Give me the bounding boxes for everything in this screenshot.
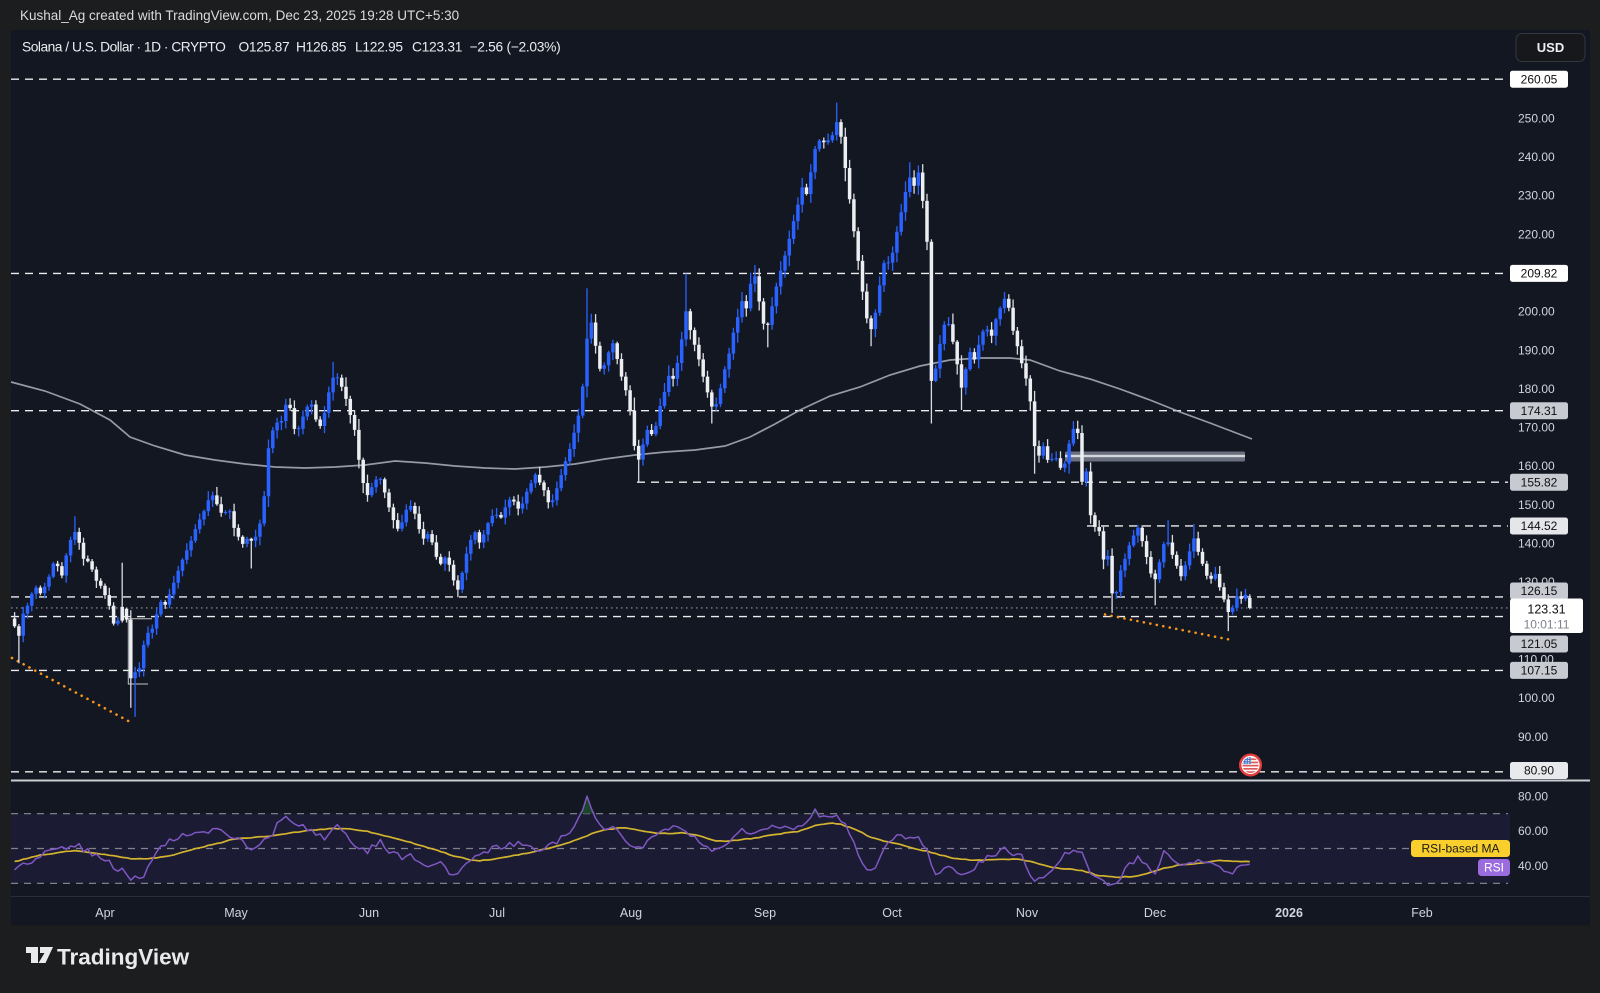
- svg-text:170.00: 170.00: [1518, 421, 1555, 435]
- svg-text:140.00: 140.00: [1518, 537, 1555, 551]
- svg-text:RSI: RSI: [1484, 861, 1504, 875]
- svg-text:L122.95: L122.95: [355, 40, 403, 55]
- svg-text:10:01:11: 10:01:11: [1524, 618, 1570, 632]
- svg-text:260.05: 260.05: [1521, 72, 1558, 86]
- svg-text:80.90: 80.90: [1524, 764, 1554, 778]
- svg-text:144.52: 144.52: [1521, 519, 1558, 533]
- svg-text:Aug: Aug: [620, 906, 642, 920]
- svg-text:190.00: 190.00: [1518, 343, 1555, 357]
- svg-text:160.00: 160.00: [1518, 459, 1555, 473]
- svg-text:Apr: Apr: [95, 906, 114, 920]
- svg-text:123.31: 123.31: [1527, 603, 1565, 617]
- svg-text:121.05: 121.05: [1521, 637, 1558, 651]
- svg-text:250.00: 250.00: [1518, 111, 1555, 125]
- svg-text:Sep: Sep: [754, 906, 776, 920]
- svg-text:90.00: 90.00: [1518, 730, 1548, 744]
- svg-text:209.82: 209.82: [1521, 267, 1558, 281]
- svg-text:150.00: 150.00: [1518, 498, 1555, 512]
- svg-text:100.00: 100.00: [1518, 691, 1555, 705]
- svg-text:174.31: 174.31: [1521, 404, 1558, 418]
- svg-text:80.00: 80.00: [1518, 789, 1548, 803]
- svg-text:H126.85: H126.85: [296, 40, 347, 55]
- svg-text:−2.56 (−2.03%): −2.56 (−2.03%): [470, 40, 561, 55]
- svg-text:2026: 2026: [1275, 906, 1303, 920]
- svg-text:USD: USD: [1537, 40, 1564, 55]
- svg-text:Kushal_Ag created with Trading: Kushal_Ag created with TradingView.com, …: [20, 8, 459, 23]
- svg-text:TradingView: TradingView: [57, 945, 190, 970]
- svg-text:155.82: 155.82: [1521, 475, 1558, 489]
- svg-text:107.15: 107.15: [1521, 664, 1558, 678]
- svg-text:220.00: 220.00: [1518, 227, 1555, 241]
- svg-text:Solana / U.S. Dollar · 1D · CR: Solana / U.S. Dollar · 1D · CRYPTO: [22, 40, 226, 55]
- svg-text:May: May: [224, 906, 248, 920]
- svg-text:40.00: 40.00: [1518, 859, 1548, 873]
- svg-text:Nov: Nov: [1016, 906, 1039, 920]
- svg-text:Oct: Oct: [882, 906, 902, 920]
- svg-text:Jul: Jul: [489, 906, 505, 920]
- svg-text:C123.31: C123.31: [412, 40, 462, 55]
- svg-text:240.00: 240.00: [1518, 150, 1555, 164]
- svg-text:Feb: Feb: [1411, 906, 1433, 920]
- svg-text:126.15: 126.15: [1521, 584, 1558, 598]
- svg-text:180.00: 180.00: [1518, 382, 1555, 396]
- svg-text:230.00: 230.00: [1518, 189, 1555, 203]
- svg-text:Dec: Dec: [1144, 906, 1166, 920]
- svg-text:RSI-based MA: RSI-based MA: [1421, 842, 1499, 856]
- svg-text:Jun: Jun: [359, 906, 379, 920]
- svg-text:60.00: 60.00: [1518, 824, 1548, 838]
- svg-text:O125.87: O125.87: [239, 40, 290, 55]
- svg-text:200.00: 200.00: [1518, 305, 1555, 319]
